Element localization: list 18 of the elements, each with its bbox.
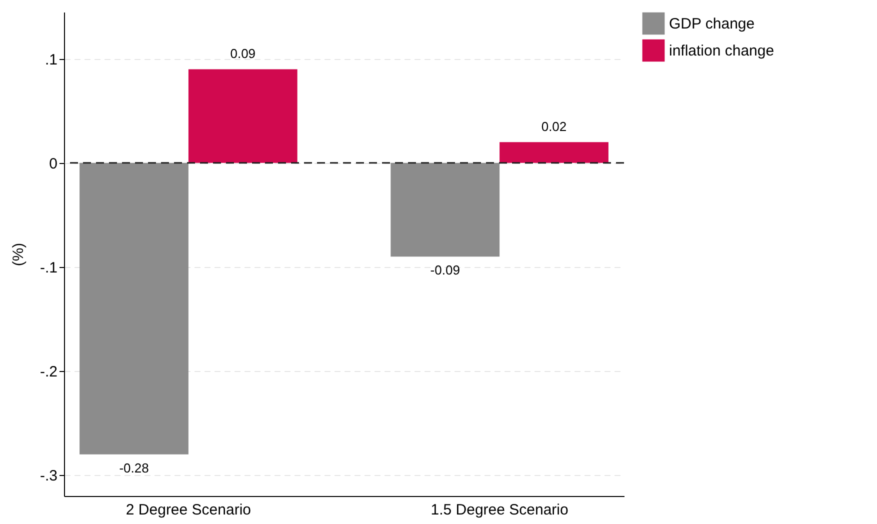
legend-label: GDP change [669,16,755,32]
x-tick-label: 1.5 Degree Scenario [430,502,568,518]
bar [500,142,608,163]
data-label: 0.02 [541,119,567,134]
data-label: 0.09 [230,46,256,62]
bar [80,162,188,454]
y-tick-label: -.3 [40,468,58,485]
bar [390,162,500,257]
y-axis-title: (%) [10,242,27,266]
data-label: -0.09 [430,262,460,278]
x-tick-label: 2 Degree Scenario [126,502,251,518]
legend-label: inflation change [669,42,774,60]
y-tick-label: -.2 [40,364,58,381]
y-tick-label: -.1 [40,260,58,277]
bar [188,69,298,163]
y-tick-label: 0 [49,155,58,172]
y-tick-label: .1 [44,51,58,68]
data-label: -0.28 [119,460,149,476]
